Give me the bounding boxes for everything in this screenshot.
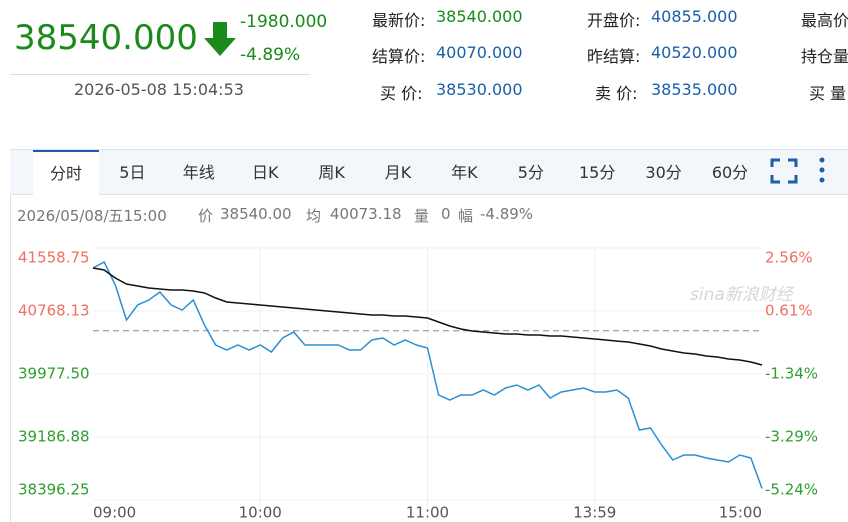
tab[interactable]: 周K bbox=[318, 163, 345, 182]
tab[interactable]: 年线 bbox=[182, 163, 215, 182]
info-label: 幅 bbox=[458, 207, 474, 225]
quote-value: 40070.000 bbox=[436, 43, 523, 62]
info-datetime: 2026/05/08/五15:00 bbox=[17, 207, 167, 225]
chart-panel bbox=[10, 149, 847, 522]
watermark: sina新浪财经 bbox=[690, 285, 795, 305]
quote-label: 结算价: bbox=[372, 47, 426, 66]
tab[interactable]: 30分 bbox=[645, 163, 682, 182]
x-tick-label: 13:59 bbox=[573, 504, 616, 522]
y-tick-label: 40768.13 bbox=[18, 301, 90, 319]
x-tick-label: 15:00 bbox=[719, 504, 762, 522]
info-value: -4.89% bbox=[480, 205, 534, 223]
quote-label: 卖 价: bbox=[595, 84, 638, 103]
y2-tick-label: -5.24% bbox=[765, 481, 818, 499]
quote-value: 40855.000 bbox=[651, 7, 738, 26]
quote-label: 最高价 bbox=[801, 11, 848, 30]
tab[interactable]: 月K bbox=[384, 163, 412, 182]
info-value: 38540.00 bbox=[220, 205, 292, 223]
quote-value: 38540.000 bbox=[436, 7, 523, 26]
fullscreen-button[interactable] bbox=[770, 158, 798, 184]
quote-label: 持仓量 bbox=[801, 47, 848, 66]
quote-label: 开盘价: bbox=[587, 11, 641, 30]
last-price: 38540.000 bbox=[14, 18, 198, 58]
quote-label: 昨结算: bbox=[587, 47, 641, 66]
tab[interactable]: 年K bbox=[451, 163, 478, 182]
tab[interactable]: 日K bbox=[251, 163, 279, 182]
quote-label: 买 量 bbox=[809, 84, 847, 103]
quote-value: 38530.000 bbox=[436, 80, 523, 99]
info-label: 均 bbox=[306, 207, 322, 225]
down-arrow bbox=[204, 22, 236, 56]
tab[interactable]: 分时 bbox=[33, 150, 99, 195]
y2-tick-label: 2.56% bbox=[765, 249, 813, 267]
x-tick-label: 11:00 bbox=[406, 504, 449, 522]
tab[interactable]: 5分 bbox=[517, 163, 544, 182]
quote-label: 最新价: bbox=[372, 11, 426, 30]
x-tick-label: 10:00 bbox=[239, 504, 282, 522]
y-tick-label: 39977.50 bbox=[18, 365, 90, 383]
info-value: 40073.18 bbox=[330, 205, 402, 223]
tab[interactable]: 60分 bbox=[711, 163, 749, 182]
timestamp: 2026-05-08 15:04:53 bbox=[74, 80, 244, 99]
info-value: 0 bbox=[441, 205, 451, 223]
y2-tick-label: 0.61% bbox=[765, 302, 813, 320]
tab[interactable]: 15分 bbox=[579, 163, 616, 182]
change: -1980.000 bbox=[240, 12, 328, 32]
y-tick-label: 39186.88 bbox=[18, 427, 90, 445]
more-button[interactable] bbox=[816, 156, 828, 184]
tab-bar: 分时 5日 年线 日K 周K 月K 年K 5分 15分 30分 60分 bbox=[10, 149, 848, 195]
x-tick-label: 09:00 bbox=[93, 504, 136, 522]
y-tick-label: 38396.25 bbox=[18, 481, 90, 499]
info-label: 量 bbox=[414, 207, 430, 225]
quote-value: 38535.000 bbox=[651, 80, 738, 99]
info-label: 价 bbox=[198, 207, 214, 225]
tab[interactable]: 5日 bbox=[119, 163, 146, 182]
quote-value: 40520.000 bbox=[651, 43, 738, 62]
quote-label: 买 价: bbox=[380, 84, 423, 103]
series-line bbox=[92, 260, 763, 489]
divider bbox=[10, 74, 310, 75]
change-pct: -4.89% bbox=[240, 45, 301, 65]
series-line bbox=[92, 267, 763, 366]
y-tick-label: 41558.75 bbox=[18, 249, 90, 267]
y2-tick-label: -1.34% bbox=[765, 365, 818, 383]
y2-tick-label: -3.29% bbox=[765, 428, 818, 446]
